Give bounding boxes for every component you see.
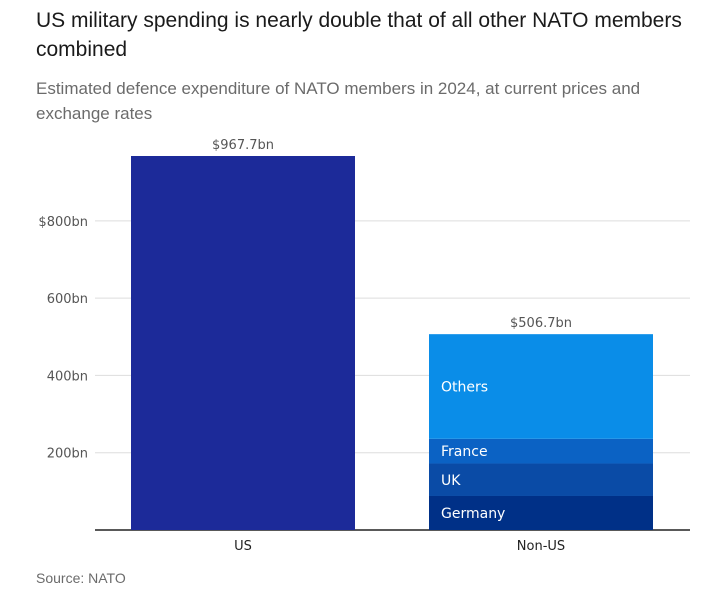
- labels: 200bn 400bn 600bn $800bn Germany UK France Othe…: [38, 138, 572, 554]
- bar-segment-uk: [429, 463, 653, 496]
- segment-label: Germany: [441, 506, 505, 522]
- x-tick-label: Non-US: [517, 539, 565, 554]
- chart-subtitle: Estimated defence expenditure of NATO me…: [36, 79, 641, 123]
- segment-label: Others: [441, 379, 488, 395]
- total-value-label: $967.7bn: [212, 138, 274, 153]
- bar-segment-others: [429, 334, 653, 439]
- x-tick-label: US: [234, 539, 252, 554]
- bar-segment-germany: [429, 495, 653, 530]
- segment-label: France: [441, 444, 488, 460]
- y-tick-label: 400bn: [47, 369, 88, 384]
- total-value-label: $506.7bn: [510, 316, 572, 331]
- bars: [131, 156, 653, 530]
- source-note: Source: NATO: [36, 570, 126, 586]
- y-tick-label: 600bn: [47, 292, 88, 307]
- chart-title: US military spending is nearly double th…: [36, 9, 682, 61]
- y-tick-label: $800bn: [38, 215, 88, 230]
- bar-us: [131, 156, 355, 530]
- segment-label: UK: [441, 473, 461, 489]
- y-tick-label: 200bn: [47, 447, 88, 462]
- bar-segment-france: [429, 438, 653, 464]
